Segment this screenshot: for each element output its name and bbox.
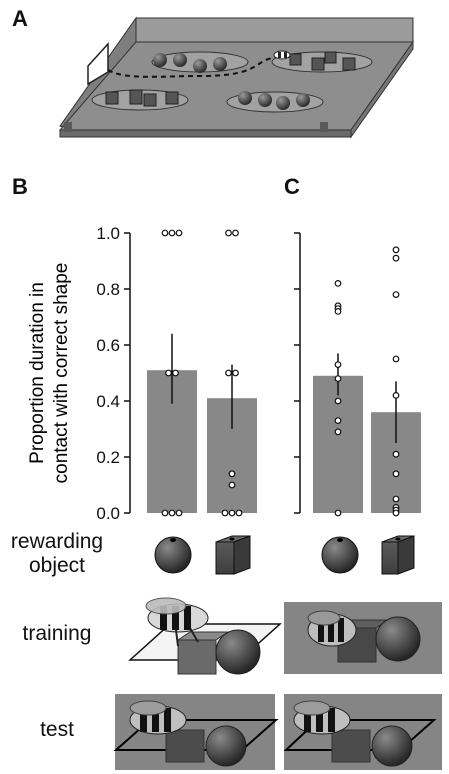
panel-label-a: A: [12, 6, 28, 31]
data-point: [168, 509, 176, 517]
bee-icon: [129, 700, 187, 735]
test-label: test: [40, 718, 74, 741]
sphere-icon: [321, 536, 359, 574]
data-point: [392, 246, 400, 254]
panel-label-b: B: [12, 174, 28, 199]
rewarding-object-label-line2: object: [28, 554, 86, 577]
y-tick-label: 0.6: [96, 336, 120, 355]
arena-illustration: [58, 16, 414, 139]
bar: [313, 375, 363, 513]
data-point: [161, 229, 169, 237]
y-axis-label-line2: contact with correct shape: [51, 263, 72, 484]
data-point: [392, 291, 400, 299]
y-axis-label-line1: Proportion duration in: [27, 282, 48, 464]
panel-label-c: C: [284, 174, 300, 199]
test-scene-left: [113, 694, 279, 770]
object-scenes: [113, 535, 442, 770]
data-point: [172, 369, 179, 377]
cube-icon: [215, 535, 251, 575]
data-point: [334, 428, 342, 436]
data-point: [392, 355, 400, 363]
y-tick-label: 0.4: [96, 392, 120, 411]
data-point: [392, 470, 400, 478]
bee-icon: [145, 597, 209, 647]
entrance-tube: [87, 42, 109, 86]
test-scene-right: [283, 694, 442, 770]
data-point: [334, 397, 342, 405]
data-point: [225, 369, 232, 377]
bee-icon: [307, 610, 357, 647]
data-point: [225, 229, 232, 237]
training-scene-light: [128, 597, 282, 675]
data-point: [228, 470, 236, 478]
data-point: [161, 509, 169, 517]
bar-charts: 0.0 0.2 0.4 0.6 0.8 1.0 Proportion duration i…: [27, 224, 421, 523]
data-point: [334, 361, 342, 369]
flight-path: [107, 55, 283, 78]
data-point: [334, 308, 342, 315]
data-point: [232, 229, 239, 237]
training-scene-dark: [284, 602, 442, 674]
data-point: [228, 509, 236, 517]
data-point: [334, 280, 342, 287]
y-tick-label: 0.2: [96, 448, 120, 467]
data-point: [228, 481, 236, 489]
data-point: [175, 509, 183, 517]
rewarding-object-label: rewarding object: [4, 530, 110, 578]
bee-icon: [293, 700, 351, 735]
data-point: [221, 509, 229, 517]
data-point: [392, 450, 400, 458]
bee-icon: [273, 50, 291, 60]
y-tick-label: 0.0: [96, 504, 120, 523]
data-point: [168, 229, 176, 237]
data-point: [392, 392, 400, 399]
chart-b: 0.0 0.2 0.4 0.6 0.8 1.0: [96, 224, 257, 523]
sphere-icon: [154, 536, 192, 574]
data-point: [334, 509, 342, 517]
data-point: [165, 369, 172, 377]
data-point: [392, 495, 400, 503]
y-tick-label: 1.0: [96, 224, 120, 243]
training-label: training: [22, 622, 92, 645]
data-point: [175, 229, 183, 237]
data-point: [334, 417, 342, 425]
data-point: [232, 369, 239, 377]
y-tick-label: 0.8: [96, 280, 120, 299]
rewarding-object-label-line1: rewarding: [10, 530, 104, 553]
data-point: [392, 254, 400, 262]
data-point: [235, 509, 243, 517]
data-point: [392, 509, 400, 517]
chart-c: [294, 232, 421, 517]
cube-icon: [381, 535, 415, 575]
data-point: [334, 375, 342, 383]
